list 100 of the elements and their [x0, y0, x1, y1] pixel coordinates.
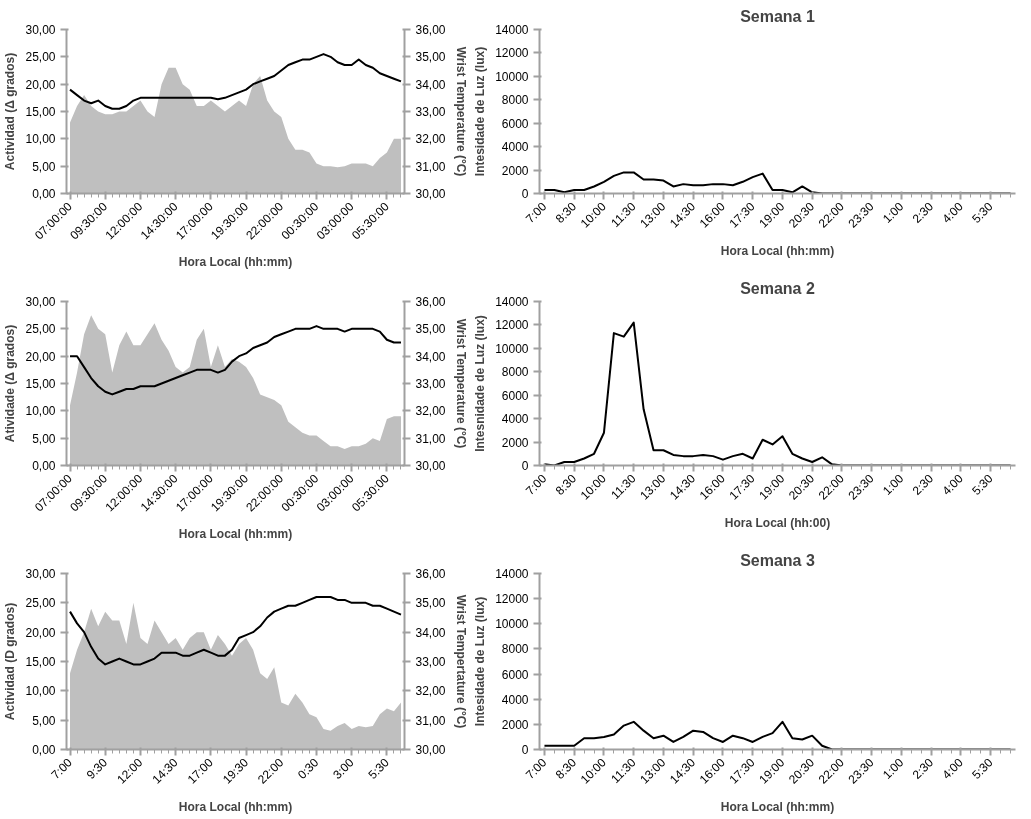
y-axis-title: Actividad (D grados) — [3, 602, 18, 721]
x-axis-title: Hora Local (hh:mm) — [178, 255, 293, 270]
y2-tick-label: 36,00 — [415, 295, 446, 309]
y-tick-label: 0,00 — [32, 743, 56, 757]
y-tick-label: 4000 — [501, 412, 529, 427]
chart-title: Semana 3 — [740, 551, 815, 569]
y-tick-label: 12000 — [495, 46, 529, 61]
y-tick-label: 30,00 — [25, 23, 56, 37]
x-tick-label: 3:00 — [330, 755, 357, 782]
y2-tick-label: 30,00 — [415, 187, 446, 201]
y-tick-label: 8000 — [501, 642, 529, 657]
x-tick-label: 4:00 — [939, 755, 967, 782]
y-tick-label: 25,00 — [25, 50, 56, 65]
y-tick-label: 10,00 — [25, 132, 56, 147]
y-tick-label: 2000 — [501, 435, 529, 450]
y-tick-label: 25,00 — [25, 322, 56, 337]
y-tick-label: 10,00 — [25, 684, 56, 699]
x-tick-label: 7:00 — [522, 199, 550, 226]
y-tick-label: 10000 — [495, 617, 529, 632]
y-tick-label: 5,00 — [32, 431, 56, 446]
y2-tick-label: 35,00 — [415, 322, 446, 337]
y-tick-label: 15,00 — [25, 655, 56, 669]
x-tick-label: 9:30 — [83, 755, 111, 782]
y-tick-label: 8000 — [501, 93, 529, 108]
y-tick-label: 15,00 — [25, 105, 56, 119]
x-axis-title: Hora Local (hh:mm) — [178, 527, 293, 542]
y2-tick-label: 36,00 — [415, 567, 446, 581]
x-tick-label: 0:30 — [295, 755, 322, 782]
y2-axis-title: Wrist Temperature (°C) — [453, 318, 468, 449]
x-tick-label: 2:30 — [909, 199, 937, 226]
y-tick-label: 20,00 — [25, 77, 56, 92]
y-tick-label: 2000 — [501, 163, 529, 178]
y2-tick-label: 31,00 — [415, 713, 446, 728]
y2-tick-label: 30,00 — [415, 743, 446, 757]
x-tick-label: 7:00 — [522, 755, 550, 782]
y2-tick-label: 30,00 — [415, 459, 446, 473]
y-tick-label: 10,00 — [25, 404, 56, 419]
y2-tick-label: 34,00 — [415, 625, 446, 640]
x-tick-label: 8:30 — [552, 471, 580, 498]
y-tick-label: 12000 — [495, 592, 529, 607]
y2-tick-label: 32,00 — [415, 684, 446, 699]
y-tick-label: 10000 — [495, 69, 529, 84]
y2-tick-label: 33,00 — [415, 655, 446, 669]
y-axis-title: Intesnidade de Luz (lux) — [473, 315, 488, 452]
y-tick-label: 6000 — [501, 388, 529, 403]
y2-axis-title: Wrist Tempertature (°C) — [453, 594, 468, 729]
y2-tick-label: 35,00 — [415, 50, 446, 65]
y-axis-title: Intesidade de Luz (lux) — [473, 46, 488, 177]
x-tick-label: 7:00 — [522, 471, 550, 498]
y-tick-label: 2000 — [501, 717, 529, 732]
y2-tick-label: 32,00 — [415, 132, 446, 147]
y2-tick-label: 31,00 — [415, 431, 446, 446]
y2-tick-label: 34,00 — [415, 349, 446, 364]
x-tick-label: 2:30 — [909, 471, 937, 498]
y2-tick-label: 35,00 — [415, 596, 446, 611]
x-tick-label: 7:00 — [48, 755, 76, 782]
y-tick-label: 15,00 — [25, 377, 56, 391]
y2-tick-label: 32,00 — [415, 404, 446, 419]
y-tick-label: 25,00 — [25, 596, 56, 611]
y-axis-title: Atividade (Δ grados) — [3, 324, 18, 443]
chart-title: Semana 1 — [740, 7, 815, 25]
y2-tick-label: 33,00 — [415, 105, 446, 119]
y2-tick-label: 33,00 — [415, 377, 446, 391]
y-axis-title: Actividad (Δ grados) — [3, 52, 18, 171]
x-tick-label: 1:00 — [879, 755, 907, 782]
y-tick-label: 0 — [521, 459, 529, 473]
x-tick-label: 1:00 — [879, 471, 907, 498]
y-axis-title: Intesidade de Luz (lux) — [473, 596, 488, 727]
y-tick-label: 14000 — [495, 23, 529, 37]
y-tick-label: 30,00 — [25, 567, 56, 581]
x-axis-title: Hora Local (hh:mm) — [720, 243, 835, 258]
x-tick-label: 4:00 — [939, 471, 967, 498]
chart-title: Semana 2 — [740, 279, 815, 297]
x-tick-label: 5:30 — [969, 755, 996, 782]
y-tick-label: 0 — [521, 187, 529, 201]
y-tick-label: 12000 — [495, 318, 529, 333]
x-tick-label: 8:30 — [552, 199, 580, 226]
x-axis-title: Hora Local (hh:mm) — [178, 799, 293, 814]
y-tick-label: 0 — [521, 743, 529, 757]
x-tick-label: 8:30 — [552, 755, 580, 782]
y-tick-label: 5,00 — [32, 159, 56, 174]
y-tick-label: 8000 — [501, 365, 529, 380]
y-tick-label: 30,00 — [25, 295, 56, 309]
y-tick-label: 0,00 — [32, 459, 56, 473]
x-tick-label: 5:30 — [969, 471, 996, 498]
x-tick-label: 5:30 — [969, 199, 996, 226]
y-tick-label: 14000 — [495, 295, 529, 309]
y-tick-label: 4000 — [501, 140, 529, 155]
x-tick-label: 5:30 — [365, 755, 393, 782]
y-tick-label: 20,00 — [25, 349, 56, 364]
x-tick-label: 4:00 — [939, 199, 967, 226]
y-tick-label: 10000 — [495, 341, 529, 356]
y-tick-label: 6000 — [501, 667, 529, 682]
x-tick-label: 2:30 — [909, 755, 937, 782]
x-tick-label: 1:00 — [879, 199, 907, 226]
y2-tick-label: 36,00 — [415, 23, 446, 37]
y-tick-label: 4000 — [501, 692, 529, 707]
y2-axis-title: Wrist Temperature (°C) — [453, 46, 468, 177]
y-tick-label: 14000 — [495, 567, 529, 581]
y2-tick-label: 31,00 — [415, 159, 446, 174]
